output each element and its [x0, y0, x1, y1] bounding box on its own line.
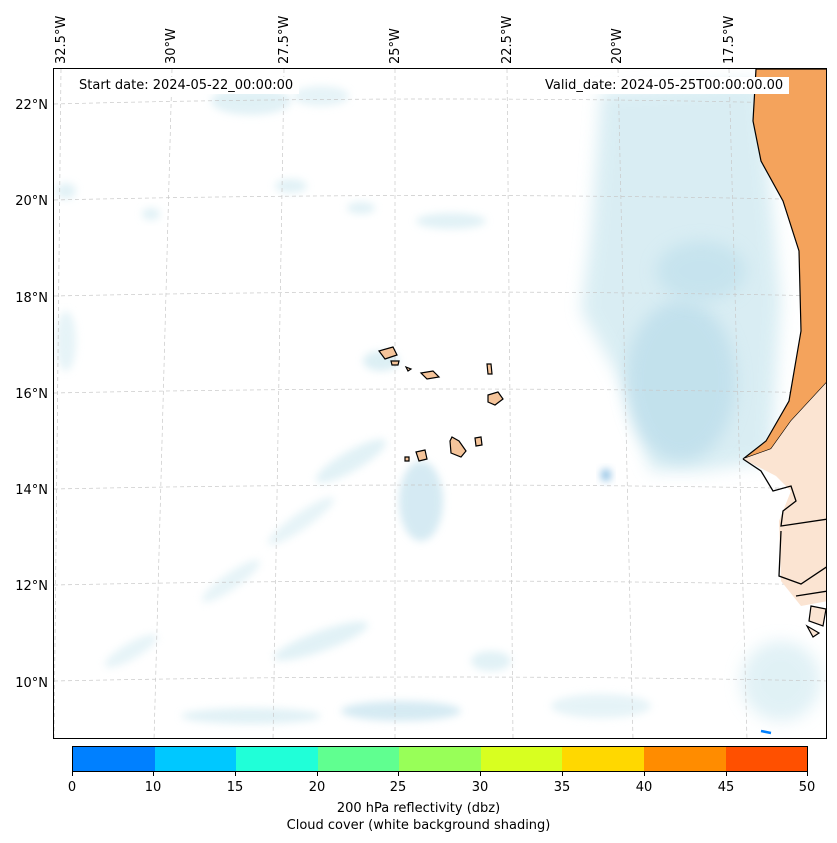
island-sal	[486, 363, 493, 375]
cloud-patch	[601, 469, 611, 481]
lon-label-30w: 30°W	[164, 28, 179, 64]
island-maio	[474, 436, 483, 447]
colorbar-tick-label: 45	[717, 780, 735, 795]
colorbar-tick-label: 15	[226, 780, 244, 795]
cloud-patch	[56, 311, 76, 371]
colorbar-tick-label: 20	[308, 780, 326, 795]
lat-label-14n: 14°N	[15, 483, 48, 498]
colorbar-tick-label: 25	[389, 780, 407, 795]
lat-label-12n: 12°N	[15, 579, 48, 594]
cloud-patch	[347, 202, 375, 214]
marker-blue	[760, 729, 772, 735]
land-senegal	[743, 383, 826, 606]
land-mauritania	[742, 69, 826, 460]
cloud-patch	[293, 86, 349, 106]
lon-label-25w: 25°W	[388, 28, 403, 64]
cloud-patch	[56, 183, 76, 199]
colorbar-segment-30-35	[480, 747, 563, 771]
cloud-patch	[399, 461, 443, 541]
lon-label-20w: 20°W	[610, 28, 625, 64]
map-panel[interactable]	[53, 68, 827, 739]
coastline-senegal	[742, 458, 826, 597]
lat-label-20n: 20°N	[15, 194, 48, 209]
colorbar-segment-40-45	[643, 747, 726, 771]
colorbar-segment-35-40	[562, 747, 644, 771]
island-fogo	[415, 449, 428, 462]
island-sao-nicolau	[419, 370, 441, 380]
island-santa-luzia	[404, 365, 413, 372]
colorbar-tick-label: 50	[798, 780, 816, 795]
lat-label-18n: 18°N	[15, 291, 48, 306]
island-santo-antao	[377, 346, 398, 360]
colorbar-segment-10-15	[154, 747, 237, 771]
cloud-patch	[316, 439, 386, 483]
lon-label-27-5w: 27.5°W	[277, 15, 292, 64]
colorbar-tick-label: 40	[635, 780, 653, 795]
cloud-patch	[104, 634, 158, 668]
cloud-patch	[275, 179, 307, 193]
lat-label-10n: 10°N	[15, 676, 48, 691]
colorbar-segment-15-20	[236, 747, 318, 771]
cloud-patch	[741, 641, 821, 721]
cloud-patch	[181, 708, 321, 724]
lon-label-22-5w: 22.5°W	[500, 15, 515, 64]
colorbar	[72, 746, 808, 772]
valid-date-label: Valid_date: 2024-05-25T00:00:00.00	[539, 77, 790, 94]
colorbar-tick-label: 10	[144, 780, 162, 795]
lon-label-32-5w: 32.5°W	[54, 15, 69, 64]
cloud-patch	[211, 87, 291, 115]
cloud-patch	[626, 301, 736, 461]
cloud-patch	[551, 694, 651, 718]
cape-verde-islands	[377, 346, 504, 462]
colorbar-segment-0-10	[73, 747, 155, 771]
island-boa-vista	[487, 391, 504, 406]
cloud-patch	[656, 241, 746, 301]
start-date-label: Start date: 2024-05-22_00:00:00	[73, 77, 300, 94]
cloud-patch	[273, 621, 369, 661]
cloud-patch	[416, 213, 486, 229]
colorbar-tick-label: 35	[553, 780, 571, 795]
colorbar-segment-45-50	[725, 747, 808, 771]
cloud-patch	[471, 651, 511, 671]
lat-label-16n: 16°N	[15, 387, 48, 402]
colorbar-subtitle: Cloud cover (white background shading)	[286, 818, 551, 833]
graticule	[54, 69, 826, 738]
cloud-patch	[142, 208, 160, 220]
island-santiago	[449, 436, 467, 458]
cloud-cover-layer	[56, 81, 821, 724]
colorbar-segment-20-25	[317, 747, 400, 771]
lon-label-17-5w: 17.5°W	[722, 15, 737, 64]
cloud-patch	[341, 701, 461, 721]
map-canvas	[54, 69, 826, 738]
cloud-patch	[201, 559, 261, 603]
island-brava	[404, 456, 410, 462]
coastline-guinea	[805, 605, 826, 638]
colorbar-title: 200 hPa reflectivity (dbz)	[336, 801, 501, 816]
colorbar-tick-label: 0	[67, 780, 77, 795]
colorbar-segment-25-30	[399, 747, 481, 771]
lat-label-22n: 22°N	[15, 98, 48, 113]
cloud-patch	[267, 497, 335, 545]
island-sao-vicente	[390, 360, 400, 366]
colorbar-tick-label: 30	[471, 780, 489, 795]
